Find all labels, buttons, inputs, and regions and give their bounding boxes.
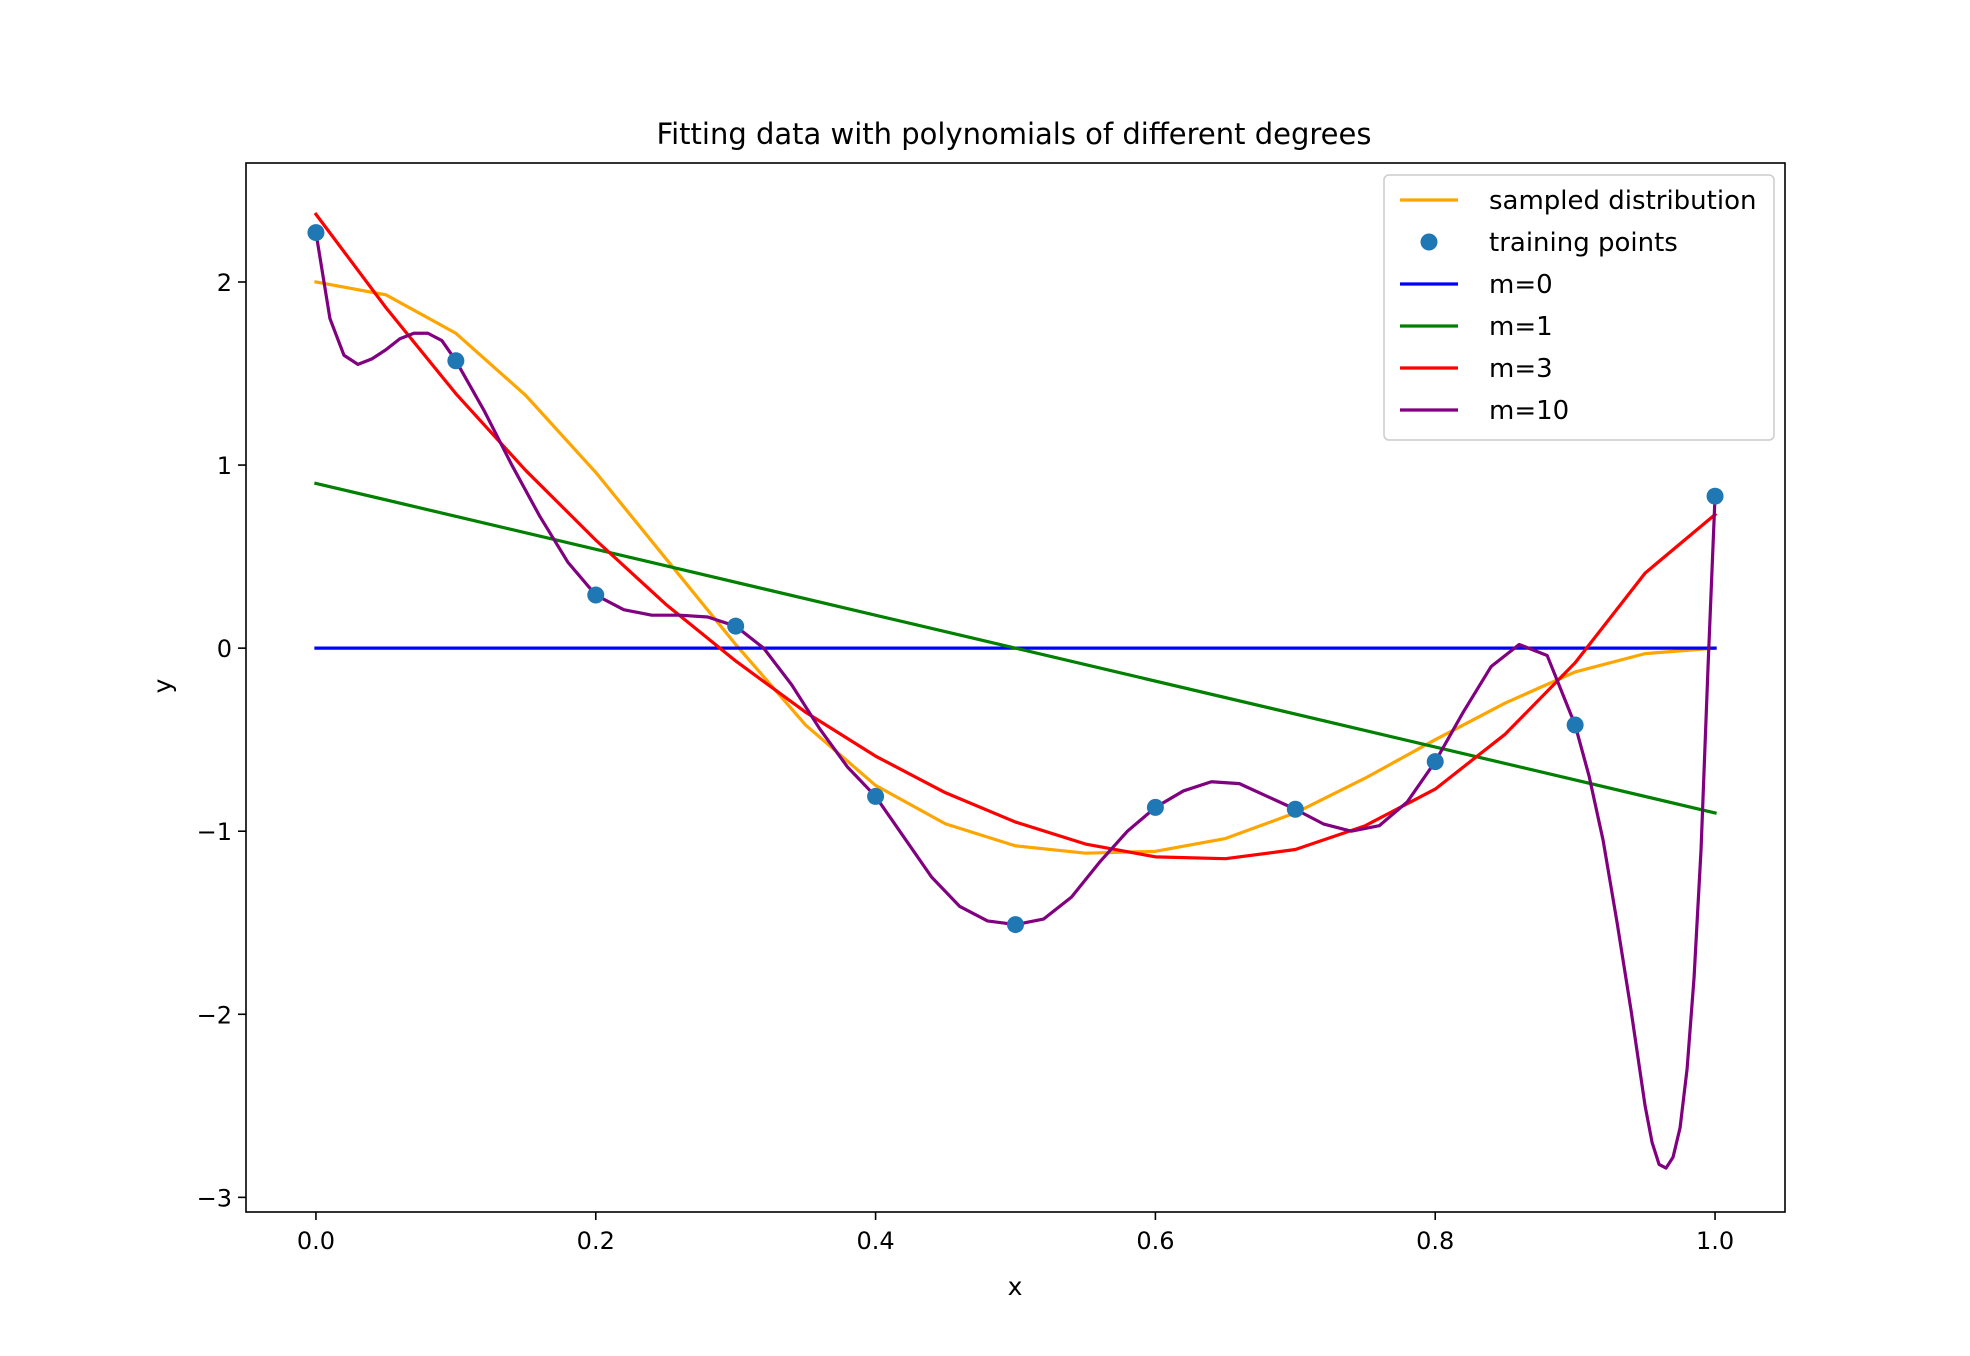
points-layer <box>307 224 1724 934</box>
training-point <box>727 617 745 635</box>
series-line-m-10 <box>314 230 1717 1170</box>
legend-label: training points <box>1489 228 1678 258</box>
x-tick-label: 0.0 <box>297 1227 335 1255</box>
series-layer <box>313 212 1718 1170</box>
x-tick-label: 0.8 <box>1416 1227 1454 1255</box>
legend-items: sampled distribution training points m=0 m=… <box>1400 186 1756 426</box>
series-line-sampled-distribution <box>314 280 1717 855</box>
x-axis-label: x <box>1008 1272 1023 1301</box>
training-point <box>1007 916 1024 934</box>
series-line-m-3 <box>313 212 1718 861</box>
x-tick-label: 0.2 <box>577 1227 615 1255</box>
y-tick-label: −1 <box>197 818 232 846</box>
y-tick-label: −3 <box>197 1184 232 1212</box>
x-tick-label: 1.0 <box>1696 1227 1734 1255</box>
y-axis-label: y <box>148 678 177 693</box>
x-tick-label: 0.4 <box>857 1227 895 1255</box>
training-point <box>867 787 885 805</box>
training-point <box>1426 753 1444 771</box>
legend: sampled distribution training points m=0 m=… <box>1383 174 1775 441</box>
training-point <box>1566 716 1584 734</box>
y-tick-label: −2 <box>197 1001 232 1029</box>
training-point <box>1286 800 1304 818</box>
series-line-m-1 <box>314 481 1717 815</box>
legend-label: m=0 <box>1489 270 1553 300</box>
chart-title: Fitting data with polynomials of differe… <box>657 117 1372 151</box>
legend-swatch-marker <box>1420 233 1438 251</box>
legend-label: sampled distribution <box>1489 186 1756 216</box>
x-axis: 0.0 0.2 0.4 0.6 0.8 1.0 <box>297 1212 1734 1255</box>
legend-label: m=1 <box>1489 312 1553 342</box>
y-tick-label: 0 <box>217 635 232 663</box>
y-tick-label: 1 <box>217 452 232 480</box>
training-point <box>1146 798 1164 816</box>
training-point <box>1706 487 1724 505</box>
x-tick-label: 0.6 <box>1136 1227 1174 1255</box>
training-point <box>447 352 465 370</box>
legend-label: m=10 <box>1489 396 1569 426</box>
legend-label: m=3 <box>1489 354 1553 384</box>
y-axis: −3 −2 −1 0 1 2 <box>197 269 246 1212</box>
training-point <box>307 224 325 242</box>
training-point <box>587 586 605 604</box>
plot-frame <box>245 162 1786 1213</box>
legend-box <box>1383 174 1775 441</box>
y-tick-label: 2 <box>217 269 232 297</box>
